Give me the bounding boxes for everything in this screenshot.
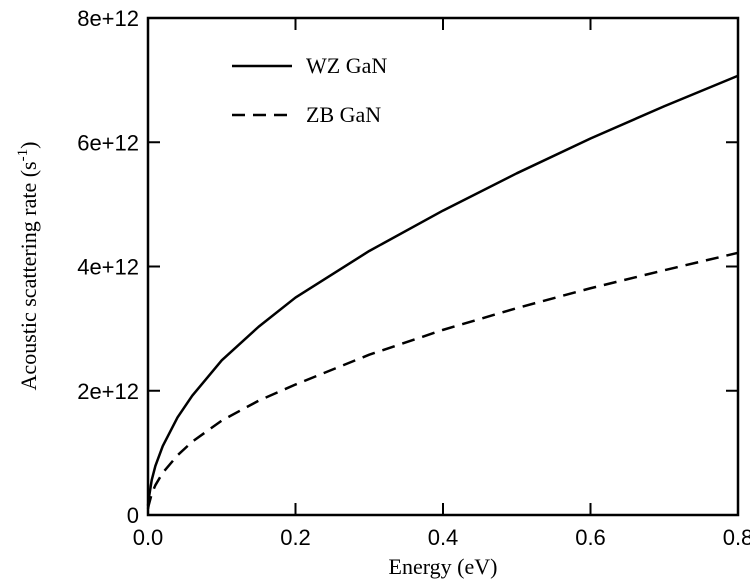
x-axis-title: Energy (eV) [389, 554, 498, 579]
x-axis-ticks: 0.0 0.2 0.4 0.6 0.8 [133, 18, 750, 550]
series-layer [146, 74, 739, 510]
series-line-wz-gan [146, 74, 739, 506]
y-axis-title-close: ) [16, 142, 41, 149]
series-line-zb-gan [146, 251, 739, 510]
x-tick-label: 0.6 [575, 525, 606, 550]
y-axis-title: Acoustic scattering rate (s-1) [15, 142, 41, 391]
y-axis-title-superscript: -1 [15, 149, 31, 162]
x-tick-label: 0.0 [133, 525, 164, 550]
x-tick-label: 0.4 [428, 525, 459, 550]
legend-label-zb: ZB GaN [306, 102, 381, 127]
x-tick-label: 0.8 [723, 525, 750, 550]
y-tick-label: 4e+12 [77, 255, 139, 280]
y-tick-label: 6e+12 [77, 130, 139, 155]
y-tick-label: 2e+12 [77, 379, 139, 404]
legend-label-wz: WZ GaN [306, 53, 387, 78]
plot-area [146, 16, 740, 517]
x-tick-label: 0.2 [280, 525, 311, 550]
y-tick-label: 0 [127, 503, 139, 528]
y-tick-label: 8e+12 [77, 6, 139, 31]
y-axis-ticks: 0 2e+12 4e+12 6e+12 8e+12 [77, 6, 738, 528]
y-axis-title-main: Acoustic scattering rate (s [16, 161, 41, 390]
legend: WZ GaN ZB GaN [232, 53, 387, 127]
